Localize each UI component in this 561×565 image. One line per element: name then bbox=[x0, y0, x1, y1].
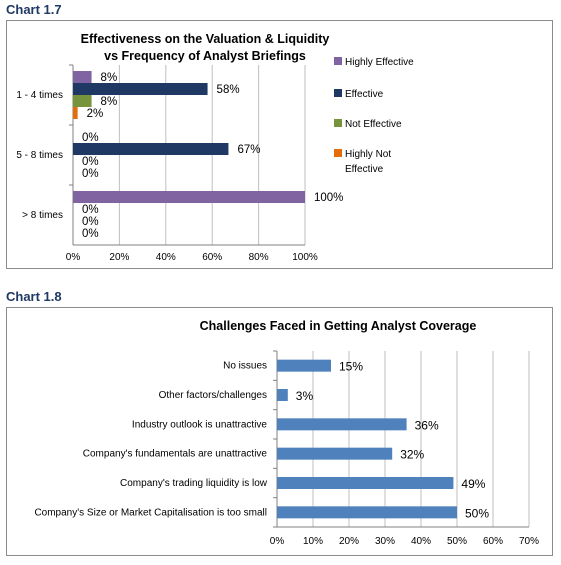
data-label: 3% bbox=[296, 389, 314, 403]
data-label: 32% bbox=[400, 448, 424, 462]
bar bbox=[73, 83, 208, 95]
legend-label: Highly Effective bbox=[345, 57, 414, 68]
bar bbox=[277, 389, 288, 401]
category-label: > 8 times bbox=[22, 210, 63, 221]
chart-1-7-title: vs Frequency of Analyst Briefings bbox=[104, 49, 306, 63]
category-label: Other factors/challenges bbox=[159, 390, 267, 401]
bar bbox=[277, 477, 454, 489]
category-label: Company's Size or Market Capitalisation … bbox=[34, 507, 267, 518]
legend-swatch bbox=[334, 149, 342, 157]
data-label: 0% bbox=[82, 228, 99, 240]
chart-1-7-frame: Effectiveness on the Valuation & Liquidi… bbox=[6, 20, 553, 269]
category-label: 5 - 8 times bbox=[16, 150, 63, 161]
x-tick-label: 40% bbox=[411, 536, 431, 547]
data-label: 58% bbox=[217, 84, 240, 96]
bar bbox=[73, 107, 78, 119]
data-label: 8% bbox=[101, 72, 118, 84]
bar bbox=[73, 143, 229, 155]
x-tick-label: 100% bbox=[292, 252, 318, 263]
x-tick-label: 0% bbox=[66, 252, 81, 263]
chart-1-8-heading: Chart 1.8 bbox=[6, 289, 62, 304]
x-tick-label: 40% bbox=[156, 252, 176, 263]
bar bbox=[277, 359, 331, 372]
legend-label: Highly Not bbox=[345, 149, 391, 160]
data-label: 100% bbox=[314, 192, 343, 204]
x-tick-label: 50% bbox=[447, 536, 467, 547]
legend-label: Effective bbox=[345, 89, 384, 100]
legend-label: Not Effective bbox=[345, 119, 402, 130]
legend-swatch bbox=[334, 57, 342, 65]
data-label: 0% bbox=[82, 216, 99, 228]
chart-1-8-frame: Challenges Faced in Getting Analyst Cove… bbox=[6, 307, 553, 556]
chart-1-8-svg: Challenges Faced in Getting Analyst Cove… bbox=[34, 319, 539, 547]
category-label: Company's trading liquidity is low bbox=[120, 478, 268, 489]
x-tick-label: 20% bbox=[339, 536, 359, 547]
bar bbox=[277, 418, 407, 431]
x-tick-label: 70% bbox=[519, 536, 539, 547]
data-label: 2% bbox=[87, 108, 104, 120]
category-label: Industry outlook is unattractive bbox=[132, 419, 268, 430]
data-label: 50% bbox=[465, 506, 489, 520]
data-label: 36% bbox=[415, 418, 439, 432]
x-tick-label: 60% bbox=[483, 536, 503, 547]
x-tick-label: 80% bbox=[249, 252, 269, 263]
data-label: 0% bbox=[82, 168, 99, 180]
legend-swatch bbox=[334, 89, 342, 97]
x-tick-label: 20% bbox=[109, 252, 129, 263]
category-label: 1 - 4 times bbox=[16, 90, 63, 101]
chart-1-7-svg: Effectiveness on the Valuation & Liquidi… bbox=[16, 32, 414, 263]
data-label: 15% bbox=[339, 360, 363, 374]
chart-1-8-title: Challenges Faced in Getting Analyst Cove… bbox=[200, 319, 477, 333]
x-tick-label: 10% bbox=[303, 536, 323, 547]
bar bbox=[73, 71, 92, 83]
data-label: 0% bbox=[82, 156, 99, 168]
data-label: 8% bbox=[101, 96, 118, 108]
data-label: 0% bbox=[82, 204, 99, 216]
chart-1-7-title: Effectiveness on the Valuation & Liquidi… bbox=[81, 32, 330, 46]
data-label: 67% bbox=[237, 144, 260, 156]
category-label: No issues bbox=[223, 361, 267, 372]
x-tick-label: 30% bbox=[375, 536, 395, 547]
data-label: 49% bbox=[461, 477, 485, 491]
bar bbox=[277, 447, 393, 460]
legend-label: Effective bbox=[345, 164, 384, 175]
x-tick-label: 0% bbox=[270, 536, 285, 547]
data-label: 0% bbox=[82, 132, 99, 144]
chart-1-7-heading: Chart 1.7 bbox=[6, 2, 62, 17]
x-tick-label: 60% bbox=[202, 252, 222, 263]
bar bbox=[73, 191, 305, 203]
category-label: Company's fundamentals are unattractive bbox=[83, 449, 268, 460]
bar bbox=[73, 95, 92, 107]
bar bbox=[277, 506, 457, 519]
legend-swatch bbox=[334, 119, 342, 127]
